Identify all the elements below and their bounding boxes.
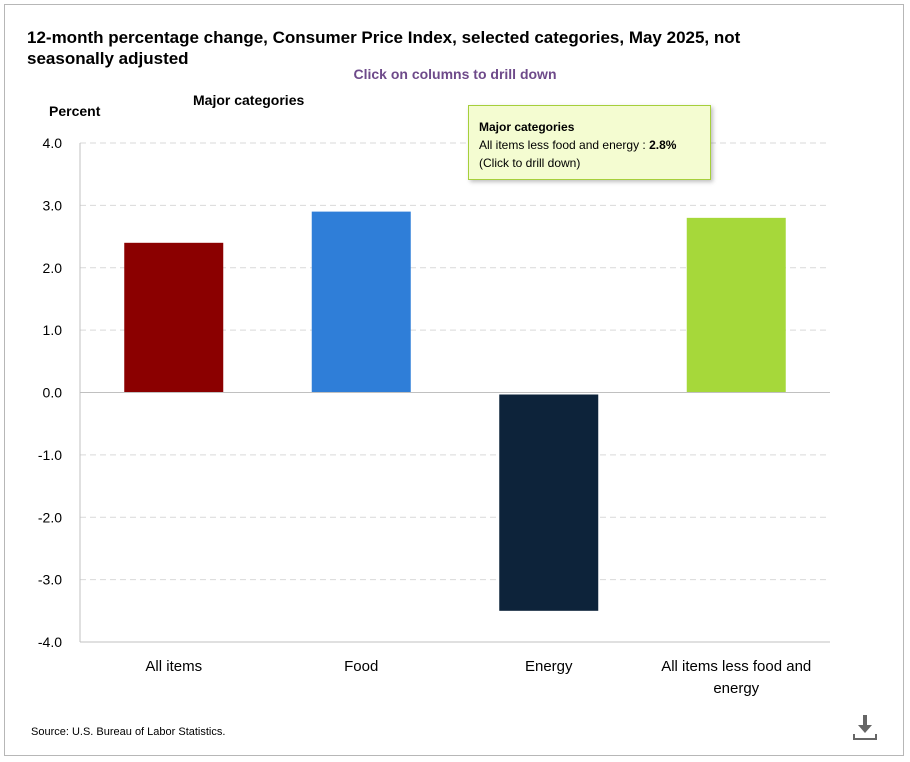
y-tick-label: -3.0 [38, 572, 62, 588]
bars[interactable] [124, 211, 786, 611]
tooltip: Major categories All items less food and… [468, 105, 711, 180]
bar-all-items-less-food-and-energy[interactable] [686, 217, 786, 393]
download-icon[interactable] [850, 712, 880, 742]
axes [79, 143, 830, 643]
tooltip-label: All items less food and energy : [479, 138, 646, 152]
tooltip-hint: (Click to drill down) [479, 156, 581, 170]
chart-title: 12-month percentage change, Consumer Pri… [27, 28, 741, 68]
y-tick-label: 3.0 [43, 197, 63, 213]
y-axis-ticks: 4.0 3.0 2.0 1.0 0.0 -1.0 -2.0 -3.0 -4.0 [38, 135, 62, 650]
y-tick-label: -2.0 [38, 509, 62, 525]
x-tick-label: All items less food and [661, 658, 811, 675]
y-tick-label: 0.0 [43, 385, 63, 401]
bar-energy[interactable] [499, 394, 599, 611]
y-tick-label: 1.0 [43, 322, 63, 338]
source-note: Source: U.S. Bureau of Labor Statistics. [31, 726, 226, 738]
x-axis-labels: All items Food Energy All items less food a… [145, 658, 811, 697]
y-tick-label: -1.0 [38, 447, 62, 463]
bar-food[interactable] [311, 211, 411, 393]
tooltip-value: 2.8% [649, 138, 677, 152]
y-axis-title: Percent [49, 103, 101, 119]
tooltip-title: Major categories [479, 120, 575, 134]
tooltip-body: All items less food and energy : 2.8% [479, 136, 700, 154]
y-tick-label: -4.0 [38, 634, 62, 650]
chart-subtitle: Click on columns to drill down [353, 66, 557, 82]
x-tick-label: Food [344, 658, 378, 675]
y-tick-label: 4.0 [43, 135, 63, 151]
x-tick-label: energy [713, 680, 759, 697]
x-tick-label: Energy [525, 658, 573, 675]
bar-all-items[interactable] [124, 242, 224, 393]
category-label: Major categories [193, 92, 305, 108]
x-tick-label: All items [145, 658, 202, 675]
y-tick-label: 2.0 [43, 260, 63, 276]
